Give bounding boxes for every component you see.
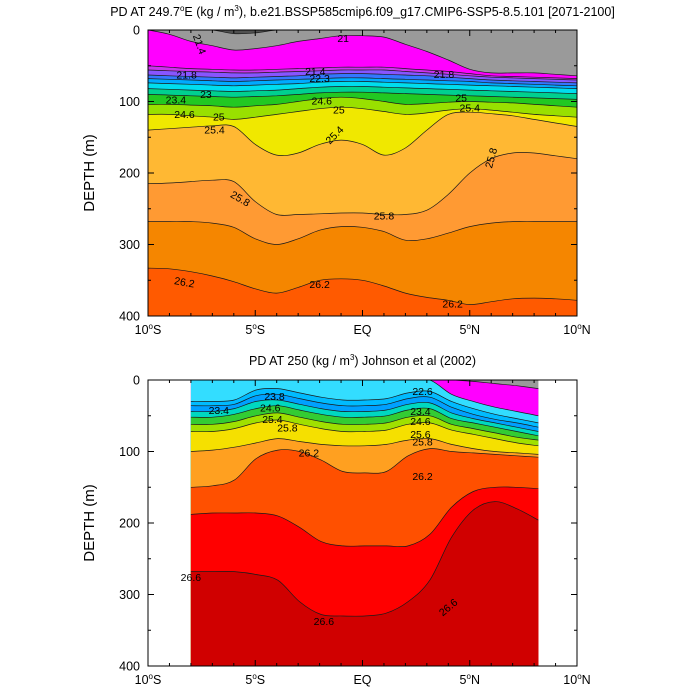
chart-title: PD AT 250 (kg / m3) Johnson et al (2002) — [249, 353, 476, 368]
contour-label: 25.4 — [204, 125, 225, 137]
contour-label: 25.8 — [483, 147, 500, 170]
contour-label: 23 — [200, 89, 212, 101]
contour-label: 21.8 — [434, 69, 455, 81]
x-tick-label: 5oN — [460, 672, 480, 687]
contour-line-24-6 — [190, 399, 539, 432]
x-tick-label: 5oN — [460, 322, 480, 337]
contour-line-26-6 — [190, 448, 539, 488]
contour-label: 25 — [213, 112, 225, 124]
y-tick-label: 400 — [119, 660, 140, 674]
contour-line-24-6 — [148, 91, 577, 100]
contour-label: 26.6 — [181, 572, 202, 584]
contour-label: 22.3 — [309, 73, 330, 85]
contour-line-27 — [190, 486, 539, 548]
contour-line-25 — [148, 96, 577, 108]
y-tick-label: 0 — [133, 374, 140, 388]
contour-line-25 — [190, 405, 539, 437]
y-tick-label: 200 — [119, 517, 140, 531]
contour-label: 23.4 — [410, 406, 431, 418]
y-tick-label: 100 — [119, 95, 140, 109]
contour-label: 24.6 — [312, 95, 333, 107]
contour-line-21-4 — [148, 30, 577, 35]
y-tick-label: 400 — [119, 310, 140, 324]
contour-label: 26.2 — [309, 279, 330, 291]
contour-line-23-4 — [148, 77, 577, 87]
contour-label: 26.6 — [314, 616, 335, 628]
contour-line-24-2 — [190, 393, 539, 428]
contour-label: 26.2 — [299, 447, 320, 459]
contour-label: 24.6 — [410, 416, 431, 428]
x-tick-label: 10oN — [563, 322, 590, 337]
contour-label: 23.8 — [264, 391, 285, 403]
contour-label: 25 — [455, 92, 467, 104]
x-tick-label: 10oS — [135, 322, 162, 337]
y-tick-label: 300 — [119, 238, 140, 252]
contour-label: 24.6 — [174, 109, 195, 121]
contour-line-26-2 — [148, 152, 577, 216]
contour-field: 23.423.824.625.425.822.623.424.625.625.8… — [181, 380, 539, 666]
contour-band-27 — [148, 268, 577, 316]
y-axis-label: DEPTH (m) — [81, 134, 98, 212]
contour-label: 23.4 — [166, 95, 187, 107]
contour-line-26-2 — [190, 438, 539, 455]
contour-line-26-6 — [148, 221, 577, 245]
contour-line-23-8 — [148, 81, 577, 89]
contour-label: 21.4 — [305, 66, 326, 78]
contour-label: 25 — [333, 105, 345, 117]
contour-label: 24.6 — [260, 402, 281, 414]
contour-line-25-4 — [190, 412, 539, 441]
contour-label: 25.4 — [262, 414, 283, 426]
contour-line-24-2 — [148, 86, 577, 94]
contour-label: 22.6 — [412, 386, 433, 398]
x-tick-label: EQ — [353, 673, 371, 687]
contour-line-25-8 — [148, 111, 577, 157]
contour-line-23 — [148, 73, 577, 84]
y-tick-label: 0 — [133, 24, 140, 38]
y-tick-label: 300 — [119, 588, 140, 602]
contour-label: 26.2 — [442, 298, 463, 310]
x-tick-label: EQ — [353, 323, 371, 337]
chart-title: PD AT 249.7oE (kg / m3), b.e21.BSSP585cm… — [110, 4, 615, 19]
x-tick-label: 10oS — [135, 672, 162, 687]
contour-line-25-4 — [148, 106, 577, 120]
contour-label: 25.8 — [277, 422, 298, 434]
x-tick-label: 10oN — [563, 672, 590, 687]
contour-label: 21 — [337, 33, 349, 45]
x-tick-label: 5oS — [245, 322, 265, 337]
contour-line-23-8 — [190, 387, 539, 424]
contour-line-25-8 — [190, 419, 539, 447]
contour-label: 25.8 — [412, 437, 433, 449]
contour-label: 25.8 — [374, 210, 395, 222]
y-axis-label: DEPTH (m) — [81, 484, 98, 562]
contour-line-23 — [190, 380, 539, 389]
contour-label: 23.4 — [209, 405, 230, 417]
bottom-panel: 23.423.824.625.425.822.623.424.625.625.8… — [81, 353, 591, 687]
contour-label: 26.2 — [173, 275, 195, 290]
contour-line-22-2 — [148, 65, 577, 79]
contour-label: 21.8 — [176, 70, 197, 82]
contour-line-27-4 — [190, 501, 539, 617]
contour-label: 25.4 — [460, 102, 481, 114]
x-tick-label: 5oS — [245, 672, 265, 687]
y-tick-label: 200 — [119, 167, 140, 181]
contour-line-27 — [148, 267, 577, 305]
contour-label: 25.6 — [410, 429, 431, 441]
contour-line-22-6 — [148, 69, 577, 81]
contour-band-27-4 — [190, 501, 539, 666]
contour-line-23-4 — [190, 380, 539, 417]
contour-label: 26.2 — [412, 471, 433, 483]
y-tick-label: 100 — [119, 445, 140, 459]
